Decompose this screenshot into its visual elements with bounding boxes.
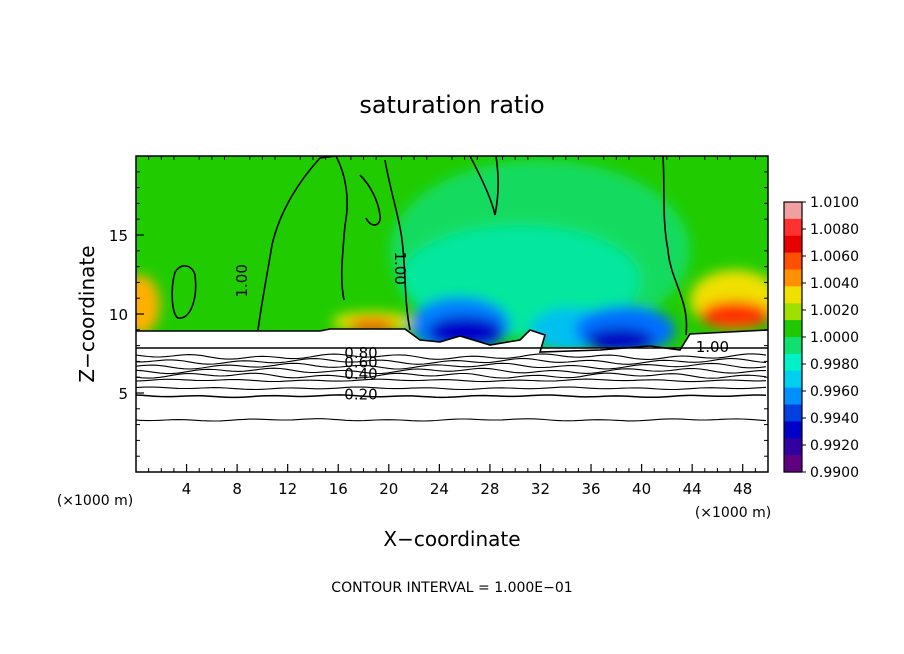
colorbar-label: 0.9960 [810, 384, 859, 400]
y-axis: 5 10 15 [109, 171, 768, 457]
chart-title: saturation ratio [359, 91, 544, 119]
colorbar-swatch [784, 387, 802, 406]
y-tick-label: 5 [118, 385, 128, 403]
contour-line [136, 394, 767, 399]
contour-label: 0.80 [344, 344, 377, 362]
x-tick-label: 24 [430, 480, 449, 498]
y-tick-label: 15 [109, 227, 128, 245]
warm-left-edge [136, 275, 160, 335]
y-axis-label: Z−coordinate [75, 245, 99, 382]
contour-label: 0.20 [344, 385, 377, 403]
contour-line [136, 357, 767, 365]
contour-line [136, 367, 766, 375]
lower-region [136, 348, 768, 472]
cloud-layer [136, 329, 768, 352]
x-unit-left: (×1000 m) [57, 493, 133, 509]
x-tick-label: 20 [379, 480, 398, 498]
colorbar-swatch [784, 353, 802, 372]
contour-line [136, 353, 767, 360]
x-axis-label: X−coordinate [383, 527, 520, 551]
colorbar-label: 0.9920 [810, 438, 859, 454]
x-unit-right: (×1000 m) [695, 505, 771, 521]
x-tick-label: 36 [581, 480, 600, 498]
colorbar-swatch [784, 455, 802, 473]
colorbar-label: 1.0040 [810, 276, 859, 292]
colorbar-swatch [784, 218, 802, 237]
x-tick-label: 4 [182, 480, 192, 498]
colorbar-label: 1.0080 [810, 222, 859, 238]
footer-note: CONTOUR INTERVAL = 1.000E−01 [331, 580, 572, 596]
x-axis: 4 8 12 16 20 24 28 32 36 40 44 48 [148, 156, 756, 498]
colorbar-swatch [784, 404, 802, 422]
colorbar-swatch [784, 235, 802, 254]
contour-line [136, 362, 767, 370]
contour-line [136, 386, 767, 391]
colorbar-swatch [784, 438, 802, 456]
dry-pocket-3-core [586, 328, 654, 352]
contour-label: 1.00 [391, 251, 409, 284]
contour-line [136, 372, 767, 379]
colorbar-swatch [784, 202, 802, 220]
colorbar-swatch [784, 286, 802, 304]
colorbar-label: 0.9940 [810, 411, 859, 427]
x-tick-label: 44 [683, 480, 702, 498]
colorbar-label: 0.9900 [810, 465, 859, 481]
contour-label: 0.40 [344, 365, 377, 383]
colorbar-swatch [784, 421, 802, 439]
colorbar-swatch [784, 269, 802, 287]
colorbar-swatch [784, 303, 802, 321]
x-tick-label: 32 [531, 480, 550, 498]
colorbar-swatch [784, 320, 802, 338]
contour-label: 1.00 [696, 338, 729, 356]
colorbar-label: 1.0060 [810, 249, 859, 265]
colorbar-label: 0.9980 [810, 357, 859, 373]
contour-lines [136, 353, 767, 422]
contour-label: 0.60 [344, 354, 377, 372]
colorbar-swatch [784, 337, 802, 355]
warm-pocket-1-core [348, 319, 396, 331]
contour-label: 1.00 [233, 264, 251, 297]
plot-area: 1.00 1.00 1.00 0.800.600.40 0.20 [136, 156, 768, 472]
contour-labels: 1.00 1.00 1.00 0.800.600.40 0.20 [233, 251, 729, 403]
x-tick-label: 16 [329, 480, 348, 498]
colorbar-swatch [784, 370, 802, 389]
x-tick-label: 48 [733, 480, 752, 498]
contour-line [136, 418, 767, 422]
x-tick-label: 12 [278, 480, 297, 498]
colorbar-label: 1.0100 [810, 195, 859, 211]
boundary-contours [136, 156, 768, 353]
field-shading [136, 160, 768, 354]
x-tick-label: 28 [480, 480, 499, 498]
contour-line [136, 378, 767, 383]
colorbar-label: 1.0000 [810, 330, 859, 346]
colorbar-label: 1.0020 [810, 303, 859, 319]
colorbar: 1.0100 1.0080 1.0060 1.0040 1.0020 1.0000 0.99… [783, 195, 859, 481]
warm-pocket-2-core [700, 301, 768, 329]
y-tick-label: 10 [109, 306, 128, 324]
colorbar-swatch [784, 252, 802, 271]
x-tick-label: 40 [632, 480, 651, 498]
x-tick-label: 8 [232, 480, 242, 498]
